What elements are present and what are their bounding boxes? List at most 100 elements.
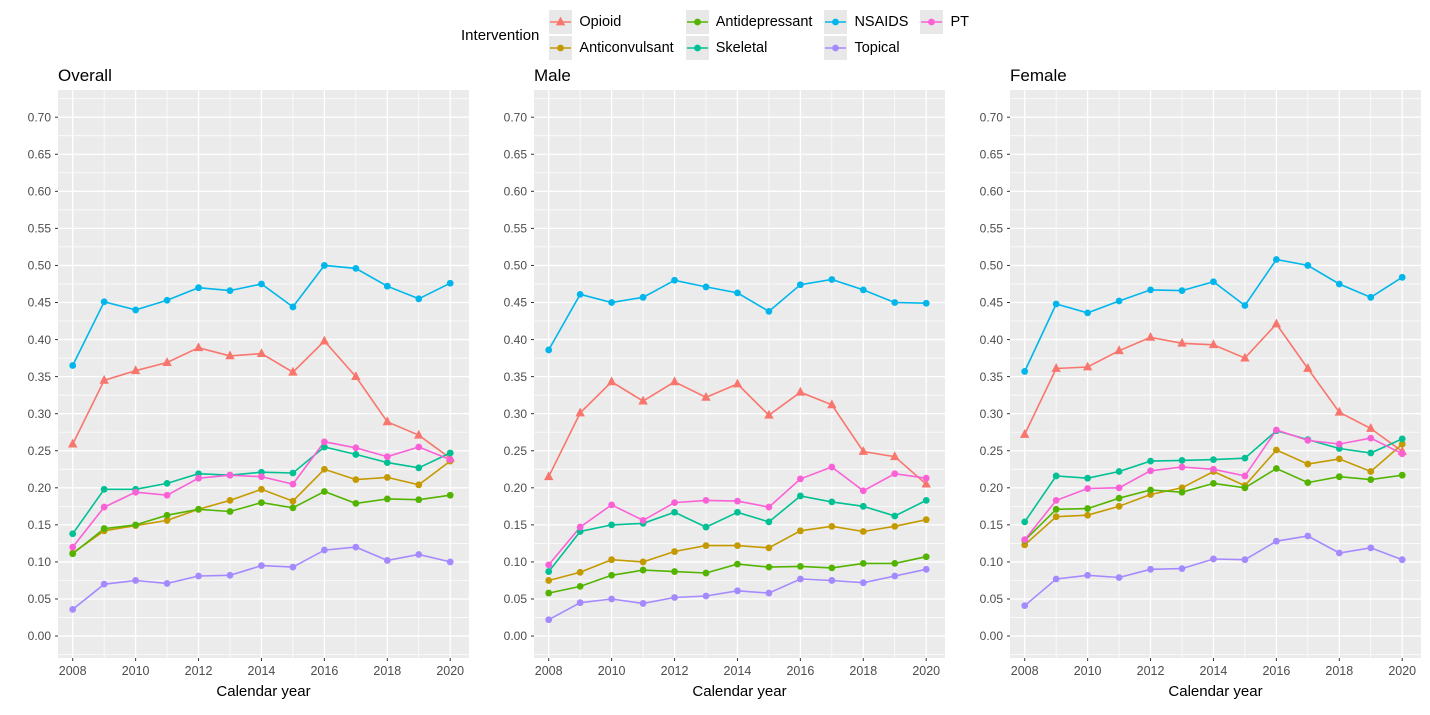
legend-label-anticonvulsant: Anticonvulsant <box>579 40 674 56</box>
y-tick-label: 0.15 <box>28 518 52 532</box>
pt-point <box>195 474 202 482</box>
pt-point <box>828 463 836 471</box>
antidepressant-point <box>545 589 553 597</box>
opioid-point <box>764 409 774 419</box>
y-tick-label: 0.00 <box>980 629 1004 643</box>
skeletal-point <box>1084 474 1092 482</box>
y-tick-label: 0.25 <box>980 444 1004 458</box>
antidepressant-point <box>639 566 647 574</box>
skeletal-point <box>1147 457 1154 465</box>
series-points-pt <box>545 463 930 569</box>
topical-point <box>1335 549 1343 557</box>
anticonvulsant-marker <box>557 44 565 52</box>
antidepressant-point <box>1398 471 1406 479</box>
opioid-point <box>669 376 680 386</box>
y-tick-label: 0.30 <box>28 407 52 421</box>
topical-point <box>415 551 423 558</box>
y-tick-label: 0.45 <box>28 296 52 310</box>
nsaids-point <box>796 281 804 289</box>
pt-point <box>576 523 584 531</box>
x-tick-label: 2010 <box>1074 664 1102 678</box>
opioid-point <box>1051 363 1061 372</box>
skeletal-point <box>100 485 108 493</box>
nsaids-point <box>163 296 171 304</box>
y-tick-label: 0.70 <box>980 110 1004 124</box>
antidepressant-point <box>796 562 804 570</box>
pt-point <box>1367 434 1375 442</box>
antidepressant-point <box>132 521 140 529</box>
nsaids-point <box>828 276 836 283</box>
y-tick-label: 0.10 <box>980 555 1004 569</box>
nsaids-point <box>320 262 328 269</box>
topical-point <box>1021 602 1029 610</box>
antidepressant-point <box>576 582 584 590</box>
nsaids-point <box>446 279 454 287</box>
opioid-point <box>795 386 806 396</box>
skeletal-point <box>608 521 616 529</box>
x-tick-label: 2012 <box>185 664 213 678</box>
topical-point <box>1367 544 1375 552</box>
topical-point <box>765 589 773 597</box>
series-points-nsaids <box>545 276 930 354</box>
opioid-point <box>544 471 554 481</box>
pt-point <box>671 499 678 507</box>
antidepressant-point <box>891 560 899 567</box>
nsaids-point <box>1021 368 1029 375</box>
panel-overall: Overall 0.00 0.05 0.10 0.15 0.20 0.25 0.30 0.35 0… <box>1 64 477 702</box>
skeletal-point <box>289 469 297 477</box>
pt-point <box>1147 467 1154 475</box>
antidepressant-point <box>289 504 297 512</box>
opioid-point <box>99 374 109 384</box>
nsaids-point <box>195 284 202 292</box>
opioid-point <box>732 378 743 388</box>
antidepressant-point <box>1147 486 1154 494</box>
antidepressant-point <box>1115 494 1123 502</box>
antidepressant-point <box>671 568 678 575</box>
y-tick-label: 0.30 <box>504 407 528 421</box>
chart-panels: Overall 0.00 0.05 0.10 0.15 0.20 0.25 0.30 0.35 0… <box>0 64 1430 702</box>
axes: 0.00 0.05 0.10 0.15 0.20 0.25 0.30 0.35 0.40 0.45… <box>504 110 941 678</box>
opioid-point <box>575 407 585 417</box>
legend-label-antidepressant: Antidepressant <box>715 14 813 30</box>
y-tick-label: 0.15 <box>980 518 1004 532</box>
legend-entry-opioid: Opioid <box>549 9 673 35</box>
pt-point <box>891 470 899 478</box>
antidepressant-point <box>734 560 741 568</box>
anticonvulsant-point <box>545 577 553 584</box>
skeletal-point <box>415 464 423 472</box>
nsaids-circle-icon <box>825 18 847 26</box>
nsaids-point <box>1115 297 1123 305</box>
plot-background <box>534 90 945 658</box>
legend-label-skeletal: Skeletal <box>715 40 768 56</box>
anticonvulsant-point <box>289 497 297 505</box>
anticonvulsant-point <box>608 556 616 564</box>
pt-point <box>859 487 867 495</box>
antidepressant-point <box>765 563 773 571</box>
opioid-triangle-icon <box>550 16 572 26</box>
opioid-point <box>225 350 235 360</box>
y-tick-label: 0.05 <box>28 592 52 606</box>
pt-point <box>702 497 710 504</box>
opioid-point <box>1240 352 1250 362</box>
skeletal-legend-key <box>685 36 709 60</box>
pt-point <box>446 456 454 464</box>
pt-point <box>639 517 647 524</box>
topical-point <box>922 565 930 573</box>
antidepressant-point <box>922 553 930 561</box>
antidepressant-point <box>1178 488 1186 496</box>
nsaids-point <box>702 283 710 291</box>
skeletal-point <box>765 518 773 526</box>
x-tick-label: 2018 <box>1325 664 1353 678</box>
nsaids-point <box>922 299 930 307</box>
topical-point <box>639 600 647 607</box>
nsaids-point <box>1178 287 1186 295</box>
y-tick-label: 0.25 <box>28 444 52 458</box>
anticonvulsant-point <box>320 465 328 473</box>
legend-entry-anticonvulsant: Anticonvulsant <box>549 35 674 61</box>
opioid-point <box>1271 318 1282 328</box>
pt-point <box>320 438 328 446</box>
opioid-point <box>162 357 172 366</box>
nsaids-point <box>545 346 553 354</box>
antidepressant-point <box>100 525 108 532</box>
x-axis-title: Calendar year <box>1168 683 1262 700</box>
